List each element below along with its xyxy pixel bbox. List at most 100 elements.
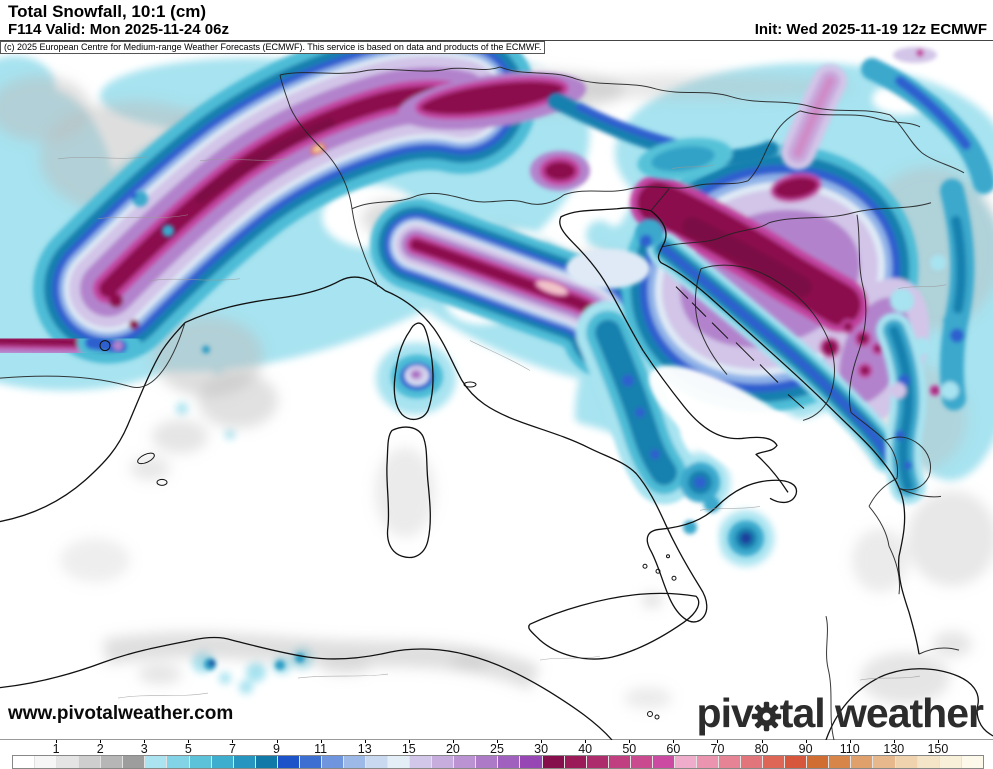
colorbar-segment	[388, 756, 411, 768]
colorbar-label: 20	[445, 742, 460, 756]
colorbar-segment	[277, 756, 300, 768]
colorbar-segment	[211, 756, 234, 768]
colorbar-tick	[56, 740, 58, 743]
colorbar-tick	[717, 740, 719, 743]
country-borders	[0, 66, 965, 740]
colorbar-tick	[232, 740, 234, 743]
gear-icon	[751, 701, 782, 732]
snowfall-map-canvas	[0, 41, 993, 740]
colorbar-segment	[763, 756, 786, 768]
colorbar-segment	[608, 756, 631, 768]
colorbar-segment	[652, 756, 675, 768]
colorbar-segment	[454, 756, 477, 768]
colorbar-labels: 1 2 3 5 7 9 11 13 15 20 25 30 40 50 60 70 80 90 110 130 150	[12, 740, 982, 756]
colorbar-tick	[849, 740, 851, 743]
colorbar-segment	[123, 756, 146, 768]
map-title: Total Snowfall, 10:1 (cm)	[8, 2, 207, 21]
colorbar-label: 50	[622, 742, 637, 756]
colorbar-tick	[805, 740, 807, 743]
colorbar-segment	[299, 756, 322, 768]
colorbar-segment	[542, 756, 565, 768]
colorbar-segment	[79, 756, 102, 768]
colorbar-label: 70	[710, 742, 725, 756]
colorbar-segment	[366, 756, 389, 768]
colorbar-segment	[321, 756, 344, 768]
colorbar-segment	[630, 756, 653, 768]
colorbar-tick	[452, 740, 454, 743]
colorbar-segment	[410, 756, 433, 768]
colorbar-swatches	[12, 755, 984, 769]
colorbar-segment	[476, 756, 499, 768]
colorbar-segment	[829, 756, 852, 768]
colorbar-label: 9	[273, 742, 281, 756]
colorbar-label: 5	[184, 742, 192, 756]
colorbar-label: 110	[839, 742, 860, 756]
colorbar-segment	[233, 756, 256, 768]
colorbar-tick	[320, 740, 322, 743]
colorbar-tick	[100, 740, 102, 743]
colorbar-segment	[101, 756, 124, 768]
colorbar-label: 130	[883, 742, 905, 756]
colorbar-tick	[629, 740, 631, 743]
colorbar-segment	[564, 756, 587, 768]
colorbar-segment	[145, 756, 168, 768]
logo-prefix: piv	[696, 690, 754, 736]
colorbar-segment	[785, 756, 808, 768]
colorbar-tick	[364, 740, 366, 743]
watermark-url: www.pivotalweather.com	[8, 703, 234, 724]
logo-suffix: tal weather	[779, 690, 984, 736]
regional-details	[129, 46, 993, 671]
colorbar-segment	[57, 756, 80, 768]
colorbar: 1 2 3 5 7 9 11 13 15 20 25 30 40 50 60 70 80 90 110 130 150	[0, 740, 993, 769]
colorbar-label: 25	[490, 742, 504, 756]
balkans-snow-mass	[621, 145, 941, 427]
colorbar-segment	[873, 756, 896, 768]
colorbar-tick	[585, 740, 587, 743]
pyrenees-snow-band	[0, 298, 143, 385]
coastlines	[0, 207, 993, 740]
colorbar-label: 30	[534, 742, 549, 756]
colorbar-segment	[586, 756, 609, 768]
colorbar-segment	[13, 756, 36, 768]
admin-borders	[57, 156, 947, 699]
valid-time-label: F114 Valid: Mon 2025-11-24 06z	[8, 21, 229, 38]
colorbar-segment	[255, 756, 278, 768]
colorbar-label: 60	[666, 742, 681, 756]
colorbar-segment	[167, 756, 190, 768]
colorbar-segment	[719, 756, 742, 768]
apennines-snow-band	[370, 198, 764, 557]
pivotal-weather-logo: piv tal weather	[696, 690, 984, 737]
colorbar-tick	[188, 740, 190, 743]
colorbar-segment	[189, 756, 212, 768]
colorbar-tick	[408, 740, 410, 743]
colorbar-segment	[961, 756, 983, 768]
colorbar-label: 90	[798, 742, 813, 756]
colorbar-tick	[541, 740, 543, 743]
colorbar-segment	[851, 756, 874, 768]
colorbar-tick	[761, 740, 763, 743]
colorbar-segment	[520, 756, 543, 768]
colorbar-tick	[497, 740, 498, 743]
colorbar-segment	[696, 756, 719, 768]
colorbar-label: 80	[754, 742, 769, 756]
colorbar-tick	[937, 740, 939, 743]
colorbar-segment	[807, 756, 830, 768]
colorbar-label: 2	[96, 742, 104, 756]
colorbar-label: 7	[228, 742, 236, 756]
colorbar-label: 15	[401, 742, 416, 756]
colorbar-tick	[144, 740, 146, 743]
adriatic-gap	[647, 231, 905, 508]
colorbar-tick	[276, 740, 278, 743]
colorbar-tick	[893, 740, 895, 743]
colorbar-segment	[939, 756, 962, 768]
colorbar-segment	[741, 756, 764, 768]
colorbar-segment	[432, 756, 455, 768]
colorbar-tick	[673, 740, 675, 743]
init-time-label: Init: Wed 2025-11-19 12z ECMWF	[754, 21, 987, 38]
colorbar-label: 150	[927, 742, 949, 756]
map-header: Total Snowfall, 10:1 (cm) F114 Valid: Mo…	[0, 0, 993, 40]
colorbar-label: 3	[140, 742, 148, 756]
colorbar-label: 11	[314, 742, 328, 756]
colorbar-segment	[917, 756, 940, 768]
